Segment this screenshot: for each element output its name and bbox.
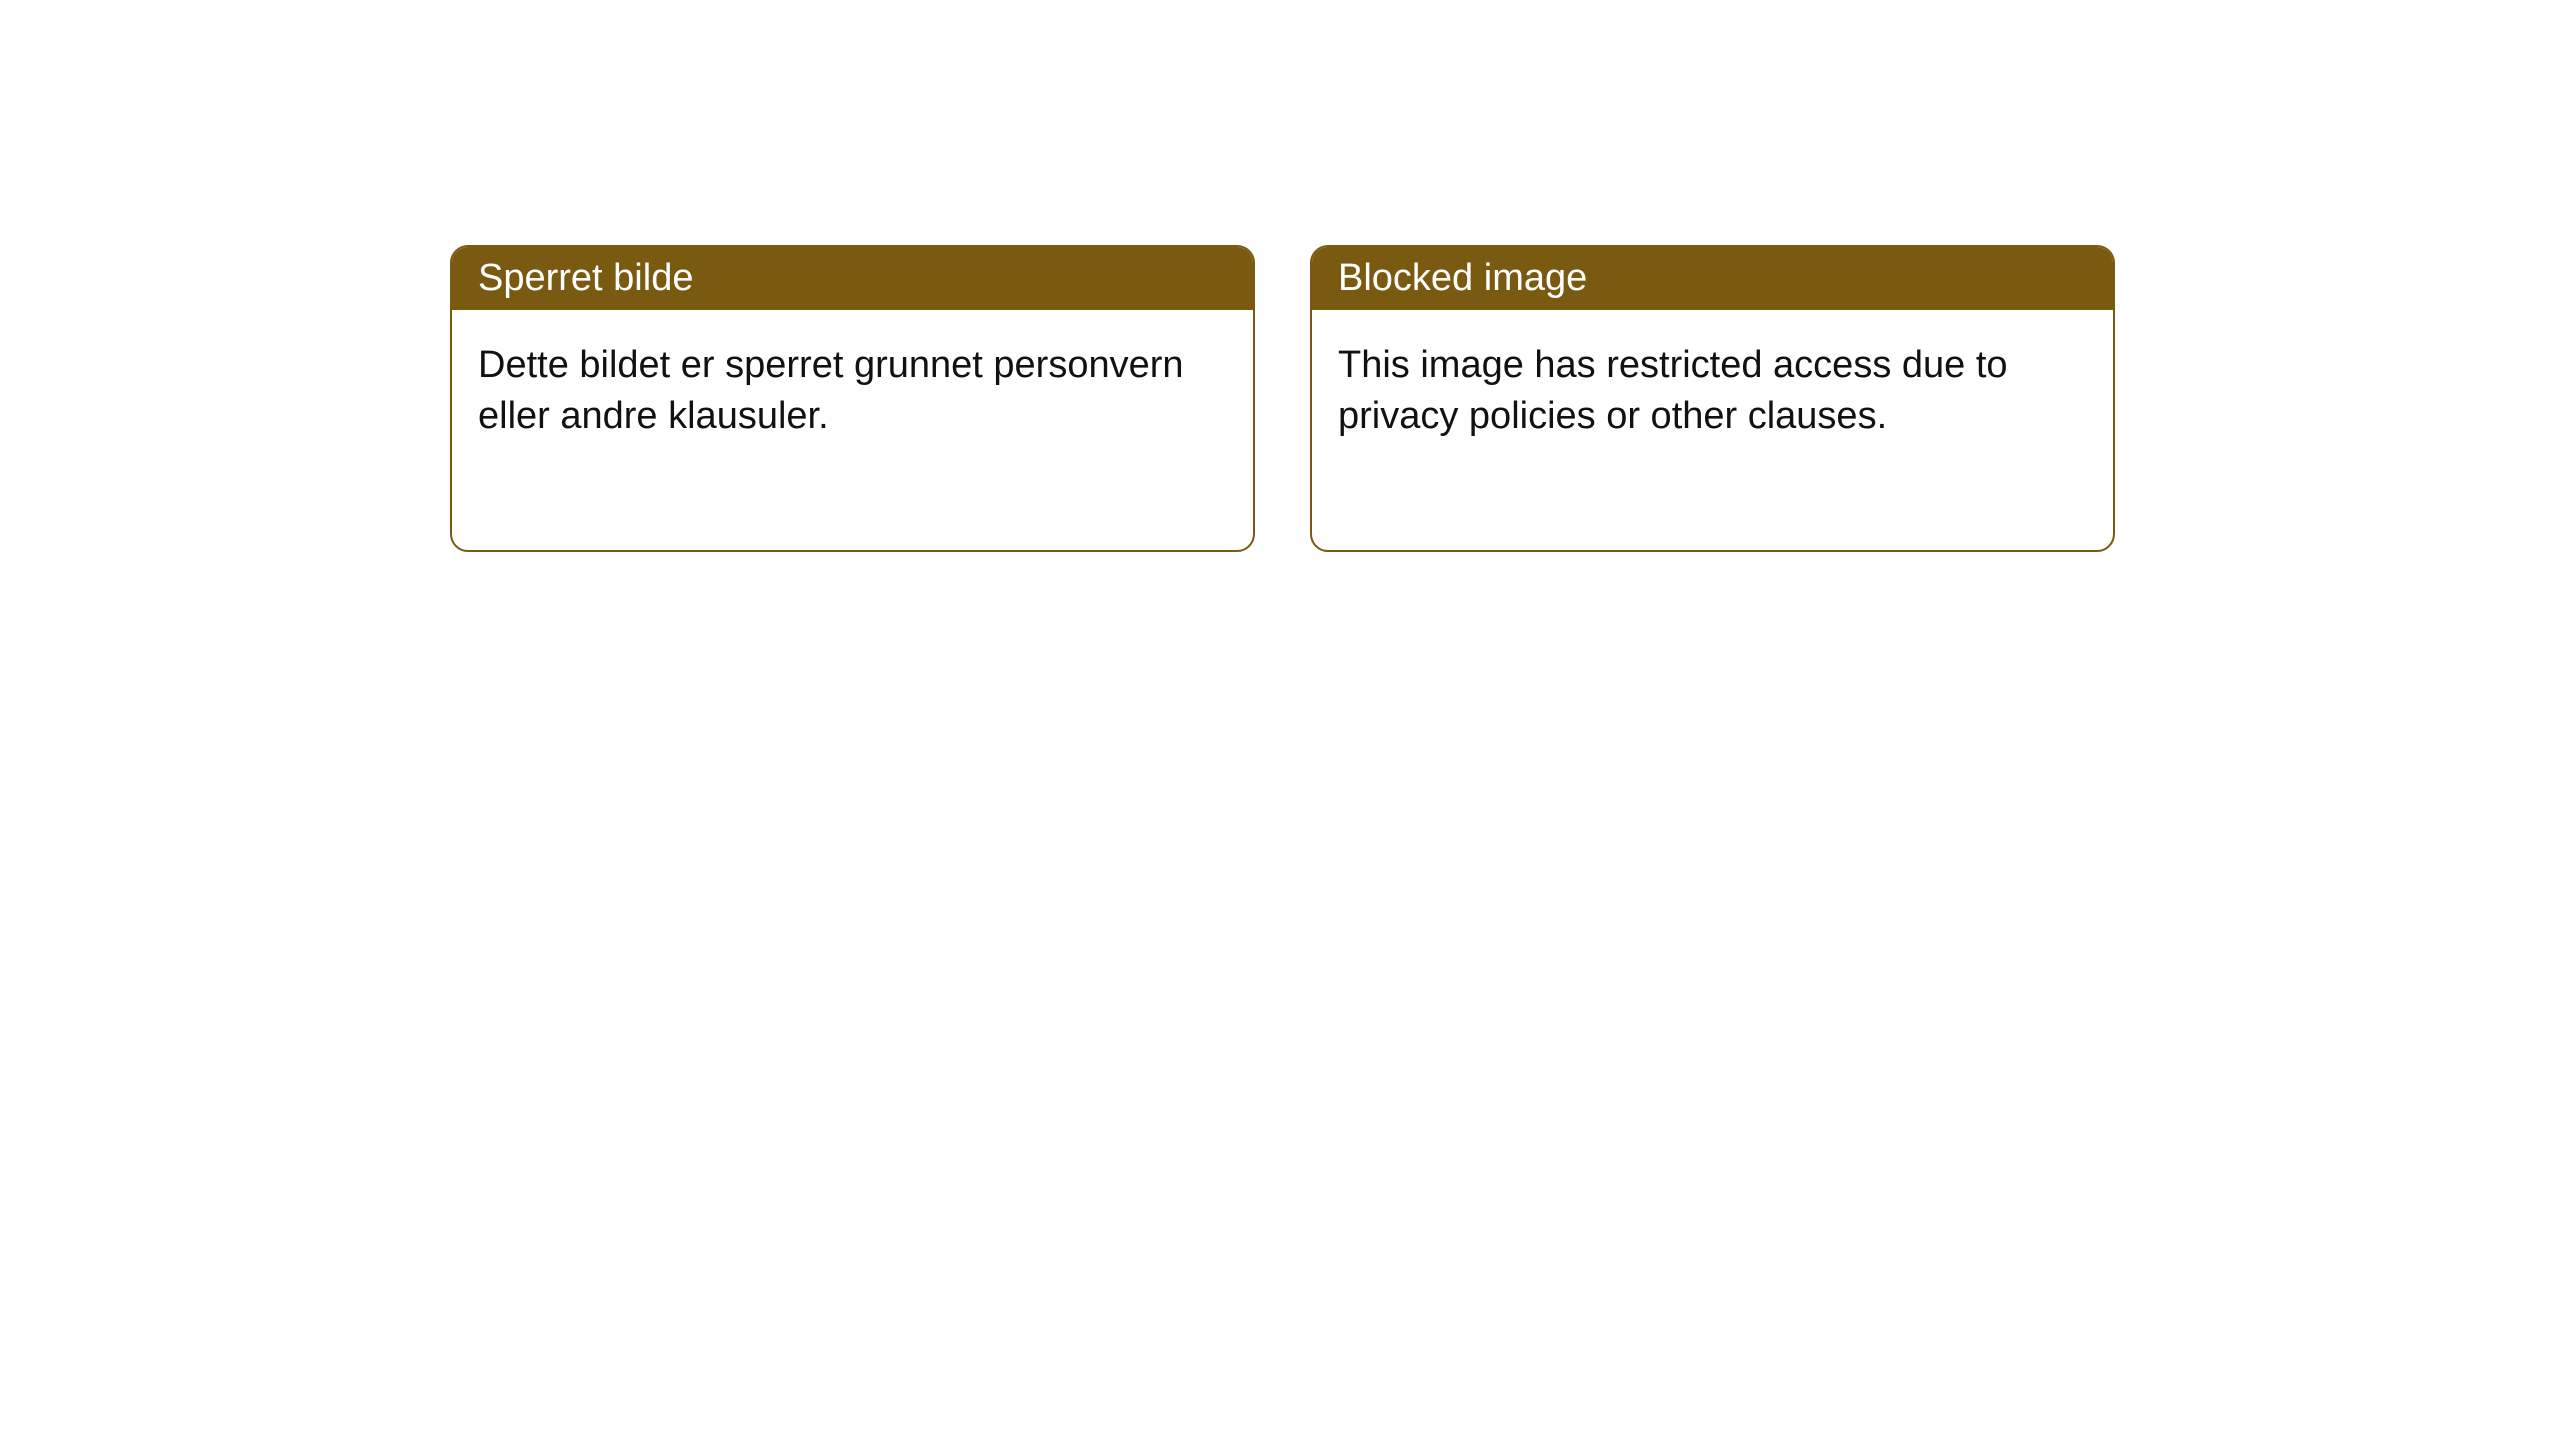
notice-header: Sperret bilde xyxy=(452,247,1253,310)
notice-title: Sperret bilde xyxy=(478,257,693,299)
notice-box-norwegian: Sperret bilde Dette bildet er sperret gr… xyxy=(450,245,1255,552)
notice-container: Sperret bilde Dette bildet er sperret gr… xyxy=(450,245,2115,552)
notice-text: Dette bildet er sperret grunnet personve… xyxy=(478,344,1184,437)
notice-body: Dette bildet er sperret grunnet personve… xyxy=(452,310,1253,550)
notice-box-english: Blocked image This image has restricted … xyxy=(1310,245,2115,552)
notice-title: Blocked image xyxy=(1338,257,1587,299)
notice-header: Blocked image xyxy=(1312,247,2113,310)
notice-body: This image has restricted access due to … xyxy=(1312,310,2113,550)
notice-text: This image has restricted access due to … xyxy=(1338,344,2008,437)
